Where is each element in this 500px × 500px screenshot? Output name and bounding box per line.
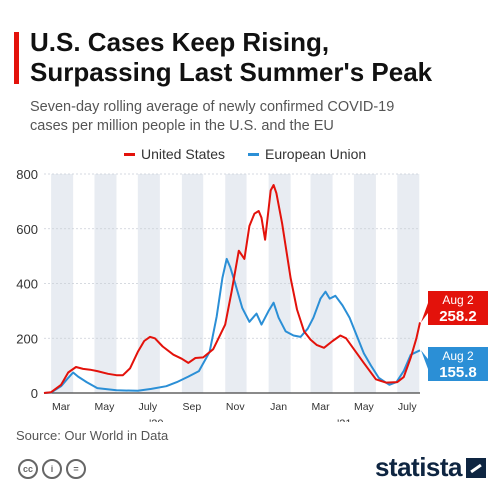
legend-label-us: United States: [141, 146, 226, 162]
line-chart: 0 200 400 600 800 Mar May July Sep Nov Jan Mar May J…: [16, 167, 488, 422]
x-tick-label: July: [398, 401, 417, 413]
chart-legend: United States European Union: [0, 146, 500, 164]
series-lines: [43, 184, 421, 394]
page-title: U.S. Cases Keep Rising, Surpassing Last …: [30, 27, 490, 87]
x-tick-label: Mar: [311, 401, 330, 413]
source-note: Source: Our World in Data: [16, 428, 169, 443]
end-label-eu-box: [428, 347, 488, 381]
year-label-2021: '21: [337, 418, 351, 422]
legend-swatch-us: [124, 152, 135, 156]
end-label-us-box: [428, 291, 488, 325]
legend-label-eu: European Union: [265, 146, 367, 162]
x-tick-label: July: [138, 401, 157, 413]
license-icons: cc i =: [18, 459, 86, 479]
end-label-eu-value: 155.8: [439, 364, 477, 381]
subtitle-line-1: Seven-day rolling average of newly confi…: [30, 99, 395, 115]
x-tick-label: May: [95, 401, 116, 413]
y-tick-label: 200: [16, 331, 38, 346]
y-tick-label: 0: [31, 386, 38, 401]
page-subtitle: Seven-day rolling average of newly confi…: [30, 98, 490, 136]
end-label-us-value: 258.2: [439, 308, 477, 325]
statista-logo[interactable]: statista: [375, 452, 486, 483]
legend-item-us: United States: [124, 146, 225, 162]
y-tick-label: 800: [16, 167, 38, 182]
y-tick-label: 600: [16, 222, 38, 237]
x-tick-label: Nov: [226, 401, 245, 413]
end-label-eu-pointer: [421, 350, 428, 369]
legend-swatch-eu: [248, 152, 259, 156]
series-line-us: [43, 184, 421, 394]
title-line-2: Surpassing Last Summer's Peak: [30, 57, 433, 87]
x-tick-label: Jan: [270, 401, 287, 413]
x-axis-ticks: Mar May July Sep Nov Jan Mar May July '20 '21: [52, 401, 417, 422]
legend-item-eu: European Union: [248, 146, 366, 162]
x-tick-label: May: [354, 401, 375, 413]
logo-mark-icon: [466, 457, 486, 478]
x-tick-label: Mar: [52, 401, 71, 413]
y-axis-ticks: 0 200 400 600 800: [16, 167, 38, 401]
y-tick-label: 400: [16, 277, 38, 292]
end-label-us-date: Aug 2: [442, 293, 474, 307]
no-derivatives-icon[interactable]: =: [66, 459, 86, 479]
title-line-1: U.S. Cases Keep Rising,: [30, 27, 330, 57]
title-accent-bar: [14, 32, 19, 84]
logo-text: statista: [374, 452, 463, 482]
cc-icon[interactable]: cc: [18, 459, 38, 479]
series-line-eu: [43, 257, 421, 394]
x-tick-label: Sep: [183, 401, 202, 413]
subtitle-line-2: cases per million people in the U.S. and…: [30, 118, 334, 134]
attribution-icon[interactable]: i: [42, 459, 62, 479]
year-label-2020: '20: [149, 418, 163, 422]
end-label-eu-date: Aug 2: [442, 349, 474, 363]
end-label-us-pointer: [421, 303, 428, 323]
